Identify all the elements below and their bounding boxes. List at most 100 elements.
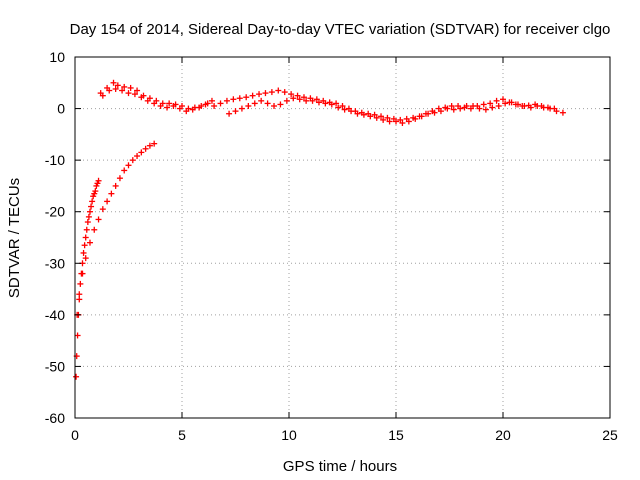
data-point: [77, 280, 84, 287]
data-point: [296, 96, 303, 103]
x-tick-label: 10: [281, 427, 297, 443]
y-tick-label: -40: [45, 307, 65, 323]
data-point: [360, 111, 367, 118]
data-point: [74, 332, 81, 339]
data-point: [493, 97, 500, 104]
data-point: [170, 102, 177, 109]
data-point: [559, 109, 566, 116]
data-point: [84, 219, 91, 226]
data-point: [176, 105, 183, 112]
data-point: [121, 167, 128, 174]
data-point: [95, 177, 102, 184]
data-point: [283, 97, 290, 104]
data-point: [288, 91, 295, 98]
data-point: [99, 92, 106, 99]
data-point: [92, 188, 99, 195]
data-point: [281, 89, 288, 96]
x-tick-label: 5: [178, 427, 186, 443]
data-point: [217, 100, 224, 107]
data-point: [125, 90, 132, 97]
data-point: [112, 182, 119, 189]
data-point: [303, 97, 310, 104]
data-point: [99, 206, 106, 213]
data-point: [144, 97, 151, 104]
data-point: [553, 108, 560, 115]
data-point: [106, 87, 113, 94]
data-point: [166, 100, 173, 107]
data-point: [277, 101, 284, 108]
data-point: [211, 102, 218, 109]
data-point: [264, 100, 271, 107]
data-point: [76, 291, 83, 298]
data-point: [119, 87, 126, 94]
data-point: [448, 102, 455, 109]
data-point: [514, 101, 521, 108]
data-point: [487, 100, 494, 107]
data-point: [482, 106, 489, 113]
data-point: [79, 270, 86, 277]
data-point: [418, 113, 425, 120]
data-point: [76, 296, 83, 303]
data-point: [431, 109, 438, 116]
data-point: [450, 106, 457, 113]
data-point: [380, 116, 387, 123]
data-point: [502, 100, 509, 107]
data-point: [333, 100, 340, 107]
data-point: [463, 102, 470, 109]
data-point: [189, 106, 196, 113]
y-tick-label: -60: [45, 410, 65, 426]
data-point: [527, 104, 534, 111]
data-point: [80, 249, 87, 256]
x-tick-label: 20: [495, 427, 511, 443]
data-point: [405, 118, 412, 125]
data-point: [134, 153, 141, 160]
data-points: [73, 79, 566, 380]
data-point: [480, 101, 487, 108]
y-tick-label: 0: [57, 101, 65, 117]
y-tick-label: -20: [45, 204, 65, 220]
x-axis-title: GPS time / hours: [283, 458, 397, 475]
data-point: [290, 95, 297, 102]
data-point: [110, 79, 117, 86]
data-point: [547, 105, 554, 112]
axis-ticks: 0 5 10 15 20 25 -60 -50 -40 -30 -20 -10 0 10: [45, 49, 618, 443]
y-tick-label: -50: [45, 358, 65, 374]
data-point: [508, 99, 515, 106]
data-point: [157, 102, 164, 109]
data-point: [309, 97, 316, 104]
data-point: [275, 87, 282, 94]
data-point: [196, 104, 203, 111]
data-point: [313, 96, 320, 103]
y-tick-label: 10: [49, 49, 65, 65]
data-point: [386, 118, 393, 125]
x-tick-label: 15: [388, 427, 404, 443]
data-point: [470, 102, 477, 109]
data-point: [489, 104, 496, 111]
data-point: [138, 94, 145, 101]
y-tick-label: -30: [45, 255, 65, 271]
data-point: [104, 198, 111, 205]
data-point: [129, 157, 136, 164]
data-point: [131, 91, 138, 98]
data-point: [495, 102, 502, 109]
data-point: [116, 175, 123, 182]
data-point: [73, 373, 80, 380]
data-point: [108, 190, 115, 197]
data-point: [256, 91, 263, 98]
data-point: [437, 108, 444, 115]
data-point: [315, 99, 322, 106]
data-point: [268, 89, 275, 96]
data-point: [476, 105, 483, 112]
data-point: [294, 92, 301, 99]
data-point: [262, 90, 269, 97]
data-point: [245, 102, 252, 109]
data-point: [82, 255, 89, 262]
data-point: [208, 97, 215, 104]
data-point: [146, 142, 153, 149]
data-point: [373, 114, 380, 121]
data-point: [112, 85, 119, 92]
data-point: [223, 97, 230, 104]
data-point: [348, 108, 355, 115]
x-tick-label: 0: [71, 427, 79, 443]
